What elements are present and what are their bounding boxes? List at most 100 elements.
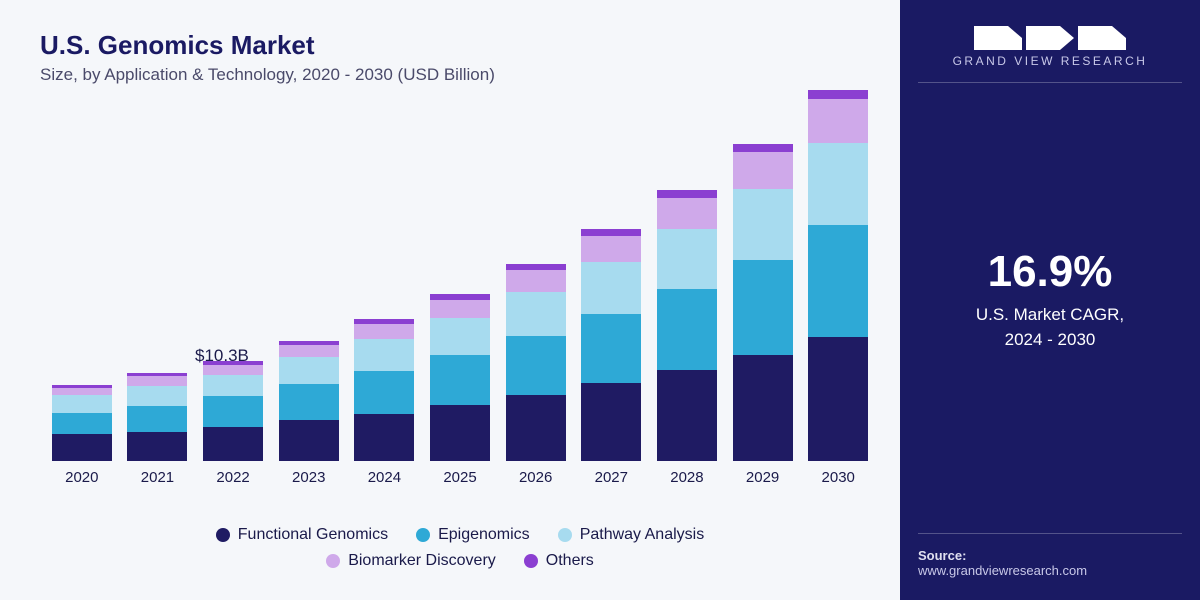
bar [279, 341, 339, 461]
bar-segment-biomarker [52, 388, 112, 396]
bar-segment-functional [127, 432, 187, 461]
bar-segment-epigenomics [733, 260, 793, 355]
bar-segment-epigenomics [506, 336, 566, 395]
bar-segment-epigenomics [354, 371, 414, 414]
x-axis-label: 2023 [292, 469, 325, 486]
legend-swatch [524, 554, 538, 568]
bar-segment-pathway [430, 318, 490, 355]
bar [581, 229, 641, 461]
bar-segment-biomarker [581, 236, 641, 263]
bar-segment-biomarker [430, 300, 490, 318]
source-url: www.grandviewresearch.com [918, 563, 1182, 578]
bar-segment-epigenomics [52, 413, 112, 435]
bar-segment-epigenomics [127, 406, 187, 432]
x-axis-label: 2027 [595, 469, 628, 486]
legend-item-epigenomics: Epigenomics [416, 526, 530, 544]
chart-title: U.S. Genomics Market [40, 30, 880, 61]
legend: Functional Genomics Epigenomics Pathway An… [40, 516, 880, 580]
x-axis-label: 2025 [443, 469, 476, 486]
bar-group: 2023 [277, 341, 341, 486]
legend-label: Biomarker Discovery [348, 552, 496, 570]
cagr-block: 16.9% U.S. Market CAGR, 2024 - 2030 [976, 247, 1124, 352]
bar-segment-biomarker [127, 376, 187, 386]
brand-text: GRAND VIEW RESEARCH [953, 54, 1148, 68]
cagr-label-line1: U.S. Market CAGR, [976, 305, 1124, 324]
legend-swatch [416, 528, 430, 542]
source-block: Source: www.grandviewresearch.com [918, 519, 1182, 578]
bar-segment-biomarker [506, 270, 566, 292]
bar-segment-biomarker [808, 99, 868, 143]
x-axis-label: 2030 [822, 469, 855, 486]
legend-item-others: Others [524, 552, 594, 570]
bar-segment-epigenomics [808, 225, 868, 336]
bar-segment-biomarker [657, 198, 717, 229]
x-axis-label: 2021 [141, 469, 174, 486]
legend-swatch [216, 528, 230, 542]
divider [918, 82, 1182, 83]
bar-segment-biomarker [354, 324, 414, 339]
legend-label: Functional Genomics [238, 526, 388, 544]
legend-swatch [558, 528, 572, 542]
bar-segment-pathway [733, 189, 793, 259]
bar-segment-epigenomics [657, 289, 717, 370]
bar-segment-pathway [581, 262, 641, 313]
x-axis-label: 2024 [368, 469, 401, 486]
bar-segment-others [657, 190, 717, 198]
bar-group: 2020 [50, 385, 114, 486]
bar-segment-epigenomics [203, 396, 263, 426]
bar-segment-biomarker [203, 365, 263, 375]
chart-area: $10.3B 202020212022202320242025202620272… [40, 95, 880, 516]
bar-group: 2025 [428, 294, 492, 486]
bar-segment-pathway [203, 375, 263, 397]
bar [506, 264, 566, 461]
bar-segment-functional [657, 370, 717, 461]
bar-segment-others [808, 90, 868, 100]
bars-container: 2020 2021 2022 2023 2024 2025 2026 2027 2028 2029… [40, 106, 880, 486]
brand-logo [974, 26, 1126, 50]
x-axis-label: 2028 [670, 469, 703, 486]
legend-item-pathway: Pathway Analysis [558, 526, 705, 544]
divider [918, 533, 1182, 534]
bar-segment-pathway [657, 229, 717, 289]
legend-label: Others [546, 552, 594, 570]
bar [733, 144, 793, 461]
legend-label: Epigenomics [438, 526, 530, 544]
bar [657, 190, 717, 461]
bar-segment-epigenomics [430, 355, 490, 405]
bar-segment-functional [430, 405, 490, 461]
bar [354, 319, 414, 461]
bar-segment-functional [733, 355, 793, 461]
bar-segment-functional [279, 420, 339, 461]
bar-segment-epigenomics [279, 384, 339, 420]
bar-segment-pathway [354, 339, 414, 370]
bar-segment-functional [506, 395, 566, 462]
bar-segment-biomarker [733, 152, 793, 189]
bar-group: 2030 [806, 90, 870, 486]
bar-group: 2029 [731, 144, 795, 486]
bar [127, 373, 187, 461]
bar-segment-pathway [506, 292, 566, 336]
bar-group: 2022 [201, 361, 265, 486]
cagr-label-line2: 2024 - 2030 [1005, 330, 1096, 349]
bar-group: 2021 [126, 373, 190, 486]
chart-subtitle: Size, by Application & Technology, 2020 … [40, 65, 880, 85]
legend-label: Pathway Analysis [580, 526, 705, 544]
x-axis-label: 2022 [216, 469, 249, 486]
x-axis-label: 2026 [519, 469, 552, 486]
bar-segment-pathway [52, 395, 112, 412]
bar [808, 90, 868, 461]
bar-segment-pathway [808, 143, 868, 226]
source-label: Source: [918, 548, 1182, 563]
cagr-label: U.S. Market CAGR, 2024 - 2030 [976, 303, 1124, 352]
bar-segment-functional [203, 427, 263, 461]
bar-group: 2026 [504, 264, 568, 486]
bar-segment-functional [581, 383, 641, 461]
bar-group: 2024 [353, 319, 417, 486]
legend-item-biomarker: Biomarker Discovery [326, 552, 496, 570]
side-panel: GRAND VIEW RESEARCH 16.9% U.S. Market CA… [900, 0, 1200, 600]
bar-segment-pathway [127, 386, 187, 406]
x-axis-label: 2020 [65, 469, 98, 486]
bar [52, 385, 112, 461]
bar-segment-pathway [279, 357, 339, 384]
bar-group: 2028 [655, 190, 719, 486]
